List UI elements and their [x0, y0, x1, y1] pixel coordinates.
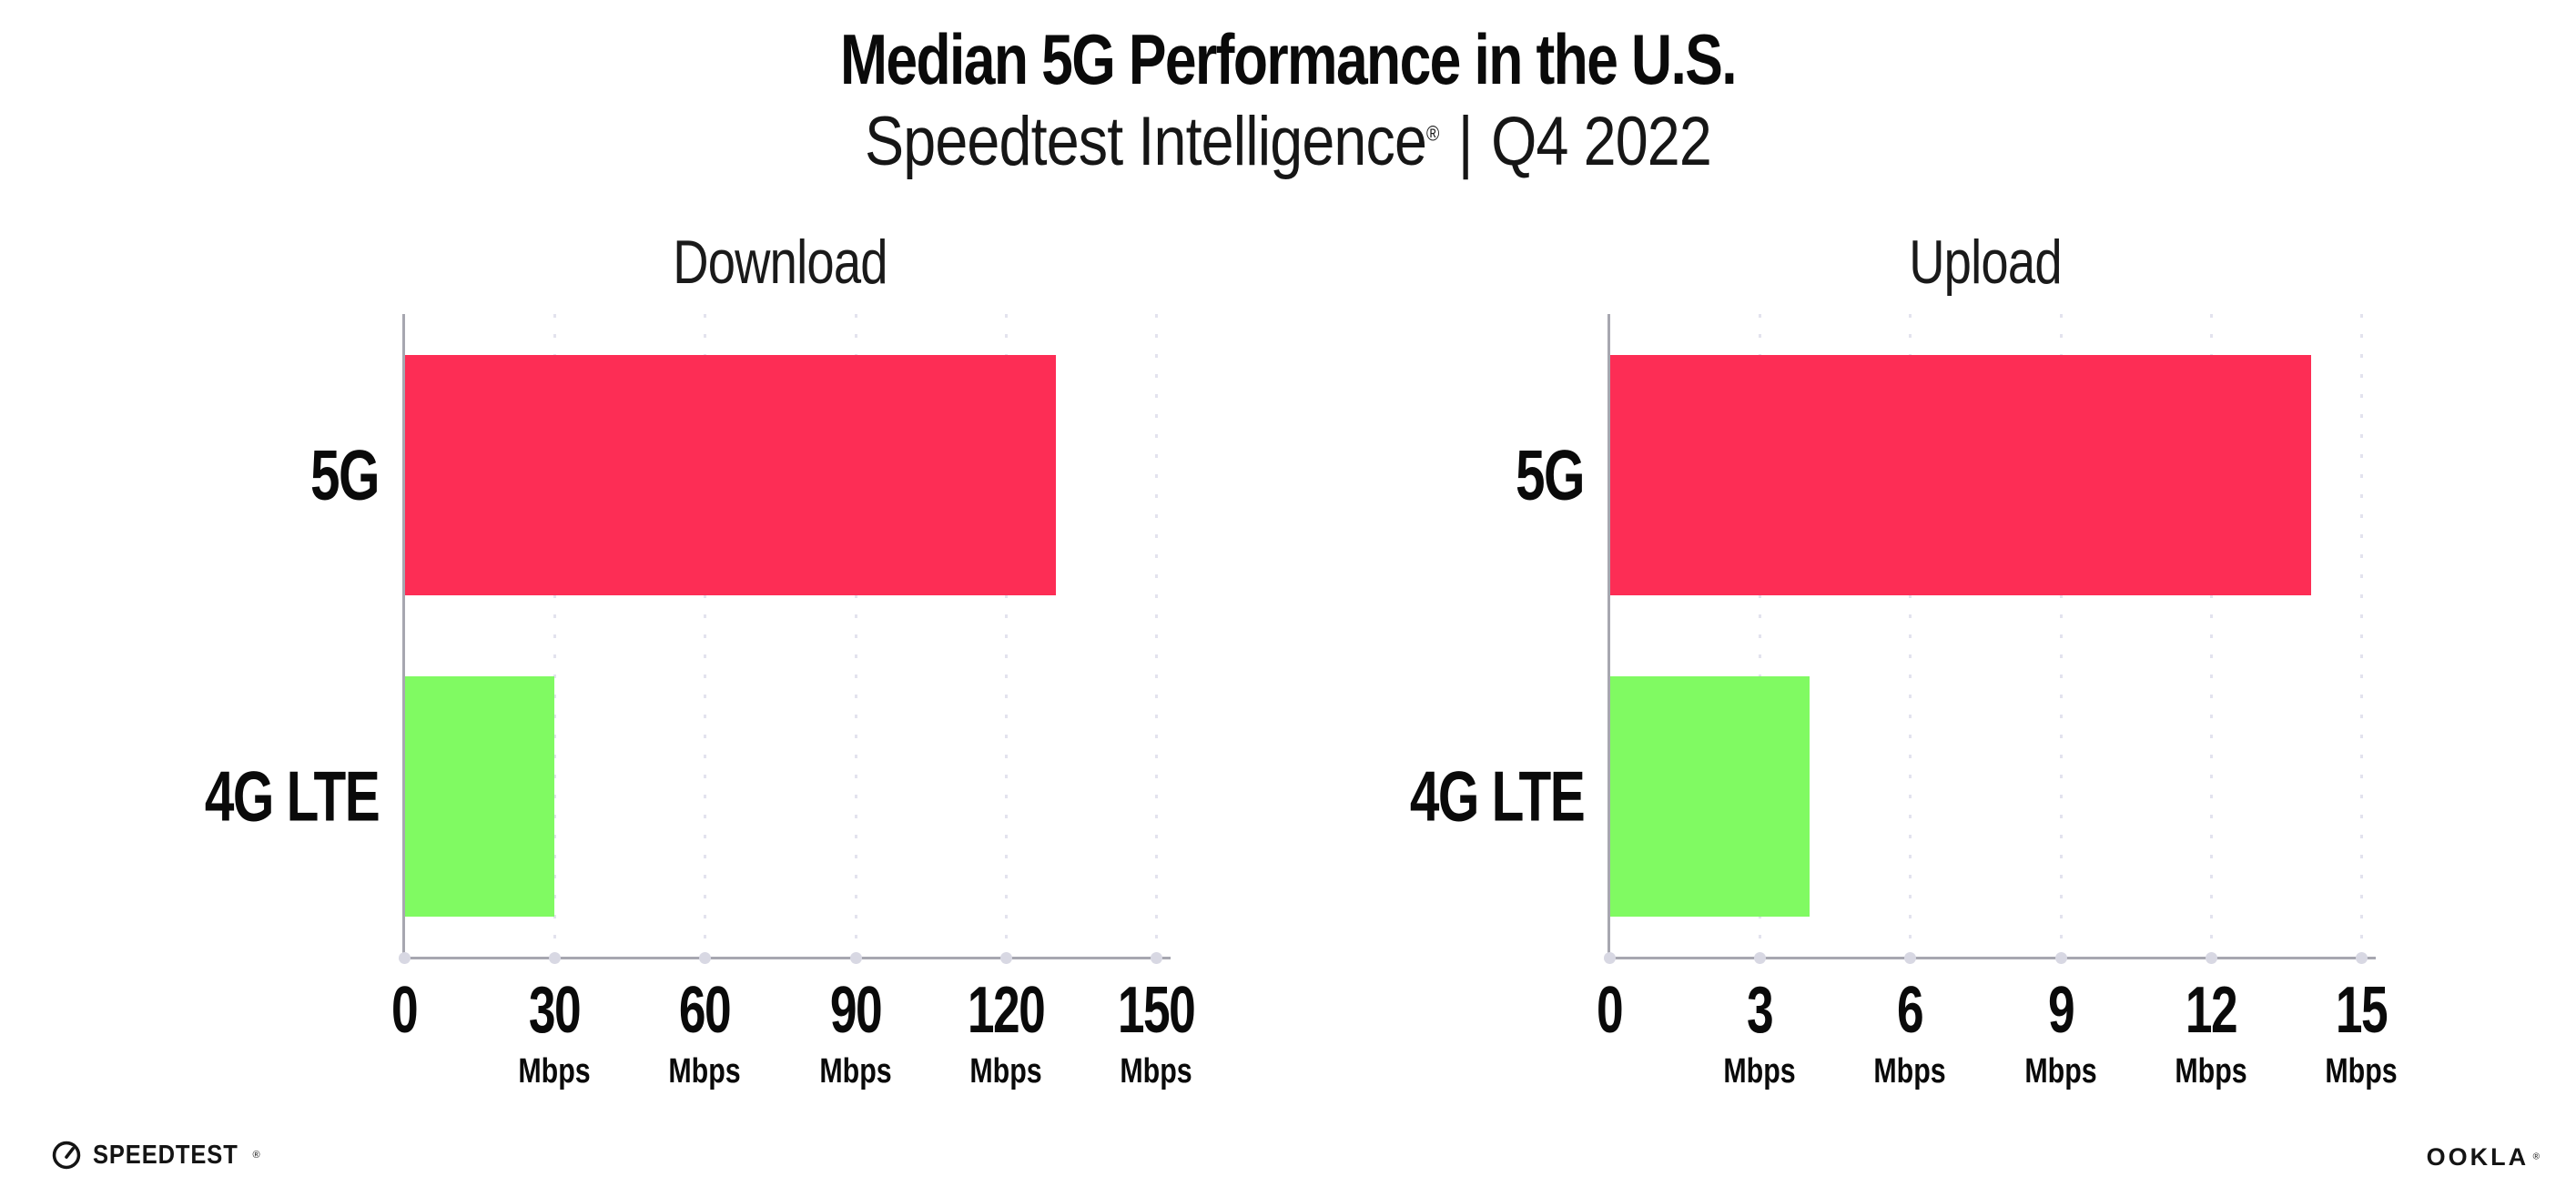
category-label-4g-lte: 4G LTE [1409, 756, 1586, 837]
speedtest-logo: SPEEDTEST ® [51, 1140, 260, 1171]
ookla-logo: OOKLA ® [2427, 1143, 2540, 1172]
gridline-30-mbps [553, 314, 557, 958]
x-tick-unit: Mbps [818, 1052, 892, 1090]
gridline-3-mbps [1759, 314, 1762, 958]
chart-title-upload: Upload [1909, 228, 2062, 297]
x-tick-value: 0 [1596, 974, 1624, 1047]
x-tick-dot-0 [1604, 952, 1616, 964]
x-tick-unit: Mbps [668, 1052, 742, 1090]
bar-upload-4g-lte [1609, 676, 1810, 918]
x-tick-dot-0 [399, 952, 411, 964]
x-tick-label-30: 30 Mbps [445, 978, 664, 1089]
x-tick-unit: Mbps [2175, 1052, 2247, 1090]
x-tick-unit: Mbps [1873, 1052, 1947, 1090]
gridline-120-mbps [1004, 314, 1008, 958]
x-tick-label-3: 3 Mbps [1650, 978, 1869, 1089]
x-tick-label-6: 6 Mbps [1800, 978, 2019, 1089]
ookla-registered-icon: ® [2532, 1151, 2540, 1162]
bar-upload-5g [1609, 354, 2311, 595]
x-tick-dot-150 [1151, 952, 1162, 964]
gridline-150-mbps [1155, 314, 1158, 958]
bar-download-5g [404, 354, 1056, 595]
speedtest-gauge-icon [52, 1141, 81, 1170]
gridline-60-mbps [704, 314, 707, 958]
registered-trademark-icon: ® [1426, 121, 1440, 146]
page-title: Median 5G Performance in the U.S. [840, 19, 1738, 99]
x-tick-dot-12 [2205, 952, 2217, 964]
upload-chart: Upload 5G 4G LTE 0 3 Mbps 6 Mbps 9 Mbps 12 Mbps 15 M… [1410, 228, 2398, 1089]
category-label-4g-lte: 4G LTE [204, 756, 380, 837]
x-tick-value: 150 [1117, 974, 1196, 1047]
x-tick-value: 60 [679, 974, 732, 1047]
subtitle-period: Q4 2022 [1491, 103, 1712, 180]
x-tick-value: 9 [2047, 974, 2075, 1047]
gridline-90-mbps [854, 314, 857, 958]
download-plot-area: 5G 4G LTE 0 30 Mbps 60 Mbps 90 Mbps 120 Mbps 150 Mbp… [205, 314, 1196, 1089]
x-tick-label-0: 0 [1500, 978, 1719, 1043]
upload-plot-area: 5G 4G LTE 0 3 Mbps 6 Mbps 9 Mbps 12 Mbps 15 Mbps [1410, 314, 2398, 1089]
subtitle-brand: Speedtest Intelligence [865, 103, 1427, 180]
speedtest-registered-icon: ® [252, 1150, 260, 1161]
x-tick-dot-120 [999, 952, 1012, 964]
x-tick-unit: Mbps [2023, 1052, 2097, 1090]
subtitle-separator: | [1457, 103, 1474, 180]
x-tick-dot-90 [849, 952, 862, 964]
x-tick-label-120: 120 Mbps [897, 978, 1115, 1089]
x-tick-value: 30 [529, 974, 582, 1047]
x-tick-unit: Mbps [969, 1052, 1042, 1090]
x-tick-value: 6 [1897, 974, 1924, 1047]
x-tick-value: 90 [829, 974, 882, 1047]
x-tick-value: 0 [390, 974, 419, 1047]
gridline-15-mbps [2360, 314, 2363, 958]
x-tick-dot-3 [1754, 952, 1767, 964]
x-axis-line [402, 957, 1171, 959]
x-tick-unit: Mbps [518, 1052, 591, 1090]
x-tick-dot-9 [2054, 952, 2067, 964]
x-tick-dot-6 [1904, 952, 1917, 964]
x-tick-value: 15 [2335, 974, 2388, 1047]
y-axis-line [1607, 314, 1610, 958]
bar-download-4g-lte [404, 676, 555, 918]
x-tick-value: 120 [967, 974, 1046, 1047]
gridline-9-mbps [2059, 314, 2063, 958]
chart-title-download: Download [673, 228, 887, 297]
category-label-5g: 5G [309, 434, 380, 515]
x-tick-value: 3 [1747, 974, 1774, 1047]
x-tick-unit: Mbps [1723, 1052, 1796, 1090]
ookla-logo-text: OOKLA [2426, 1143, 2530, 1171]
page-subtitle: Speedtest Intelligence® | Q4 2022 [865, 102, 1712, 181]
x-tick-dot-15 [2356, 952, 2368, 964]
x-axis-line [1607, 957, 2376, 959]
x-tick-label-0: 0 [295, 978, 513, 1043]
x-tick-dot-60 [699, 952, 712, 964]
x-tick-value: 12 [2185, 974, 2238, 1047]
y-axis-line [402, 314, 405, 958]
gridline-12-mbps [2209, 314, 2213, 958]
x-tick-label-15: 15 Mbps [2252, 978, 2470, 1089]
x-tick-label-9: 9 Mbps [1952, 978, 2170, 1089]
x-tick-unit: Mbps [1120, 1052, 1192, 1090]
x-tick-label-150: 150 Mbps [1047, 978, 1265, 1089]
speedtest-logo-text: SPEEDTEST [93, 1140, 238, 1170]
gridline-6-mbps [1909, 314, 1912, 958]
x-tick-label-12: 12 Mbps [2102, 978, 2320, 1089]
x-tick-label-90: 90 Mbps [746, 978, 965, 1089]
download-chart: Download 5G 4G LTE 0 30 Mbps 60 Mbps 90 Mbps 120 M… [205, 228, 1196, 1089]
category-label-5g: 5G [1515, 434, 1586, 515]
x-tick-label-60: 60 Mbps [595, 978, 814, 1089]
x-tick-dot-30 [549, 952, 562, 964]
x-tick-unit: Mbps [2325, 1052, 2398, 1090]
